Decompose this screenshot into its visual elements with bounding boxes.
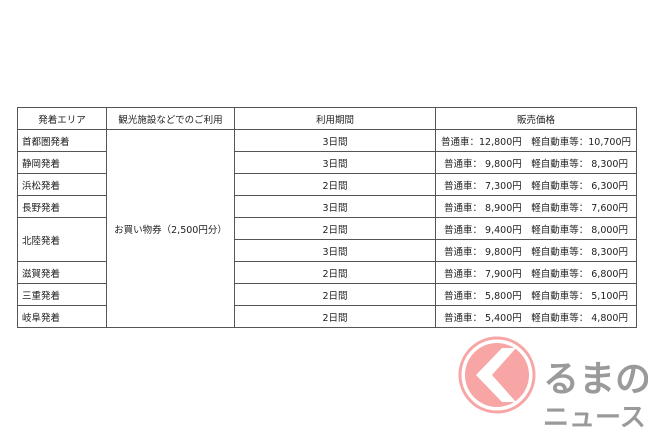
logo-text-line2: ニュース	[543, 403, 646, 431]
area-cell: 浜松発着	[17, 173, 107, 196]
price-cell: 普通車： 7,300円 軽自動車等： 6,300円	[435, 173, 637, 196]
table-row: 首都圏発着 お買い物券（2,500円分） 3日間 普通車：12,800円 軽自動…	[17, 129, 637, 328]
area-cell: 長野発着	[17, 195, 107, 218]
table-row: 静岡発着 3日間 普通車： 9,800円 軽自動車等： 8,300円	[17, 151, 637, 174]
price-cell: 普通車： 9,800円 軽自動車等： 8,300円	[435, 151, 637, 174]
period-cell: 3日間	[234, 239, 436, 262]
period-cell: 2日間	[234, 305, 436, 328]
header-price: 販売価格	[435, 107, 637, 130]
area-cell: 静岡発着	[17, 151, 107, 174]
area-cell: 三重発着	[17, 283, 107, 306]
kurumanonews-watermark-logo: るまの ニュース	[458, 336, 648, 431]
price-cell: 普通車： 9,400円 軽自動車等： 8,000円	[435, 217, 637, 240]
header-benefit: 観光施設などでのご利用	[106, 107, 235, 130]
period-cell: 2日間	[234, 283, 436, 306]
table-row: 岐阜発着 2日間 普通車： 5,400円 軽自動車等： 4,800円	[17, 305, 637, 328]
period-cell: 3日間	[234, 129, 436, 152]
table-row: 滋賀発着 2日間 普通車： 7,900円 軽自動車等： 6,800円	[17, 261, 637, 284]
pricing-table: 発着エリア 観光施設などでのご利用 利用期間 販売価格 首都圏発着 お買い物券（…	[17, 107, 637, 328]
header-period: 利用期間	[234, 107, 436, 130]
period-cell: 2日間	[234, 261, 436, 284]
period-cell: 2日間	[234, 173, 436, 196]
benefit-cell: お買い物券（2,500円分）	[106, 129, 235, 328]
area-cell: 首都圏発着	[17, 129, 107, 152]
period-cell: 2日間	[234, 217, 436, 240]
header-area: 発着エリア	[17, 107, 107, 130]
period-cell: 3日間	[234, 151, 436, 174]
price-cell: 普通車： 5,800円 軽自動車等： 5,100円	[435, 283, 637, 306]
price-cell: 普通車： 5,400円 軽自動車等： 4,800円	[435, 305, 637, 328]
period-cell: 3日間	[234, 195, 436, 218]
area-cell: 岐阜発着	[17, 305, 107, 328]
table-row: 三重発着 2日間 普通車： 5,800円 軽自動車等： 5,100円	[17, 283, 637, 306]
area-cell: 北陸発着	[17, 217, 107, 262]
area-cell: 滋賀発着	[17, 261, 107, 284]
logo-k-circle-icon	[458, 336, 536, 414]
price-cell: 普通車： 9,800円 軽自動車等： 8,300円	[435, 239, 637, 262]
price-cell: 普通車： 7,900円 軽自動車等： 6,800円	[435, 261, 637, 284]
table-row: 長野発着 3日間 普通車： 8,900円 軽自動車等： 7,600円	[17, 195, 637, 218]
table-row: 3日間 普通車： 9,800円 軽自動車等： 8,300円	[18, 239, 637, 262]
logo-text-line1: るまの	[543, 359, 648, 400]
header-row: 発着エリア 観光施設などでのご利用 利用期間 販売価格	[17, 107, 637, 130]
price-cell: 普通車： 8,900円 軽自動車等： 7,600円	[435, 195, 637, 218]
price-cell: 普通車：12,800円 軽自動車等：10,700円	[435, 129, 637, 152]
